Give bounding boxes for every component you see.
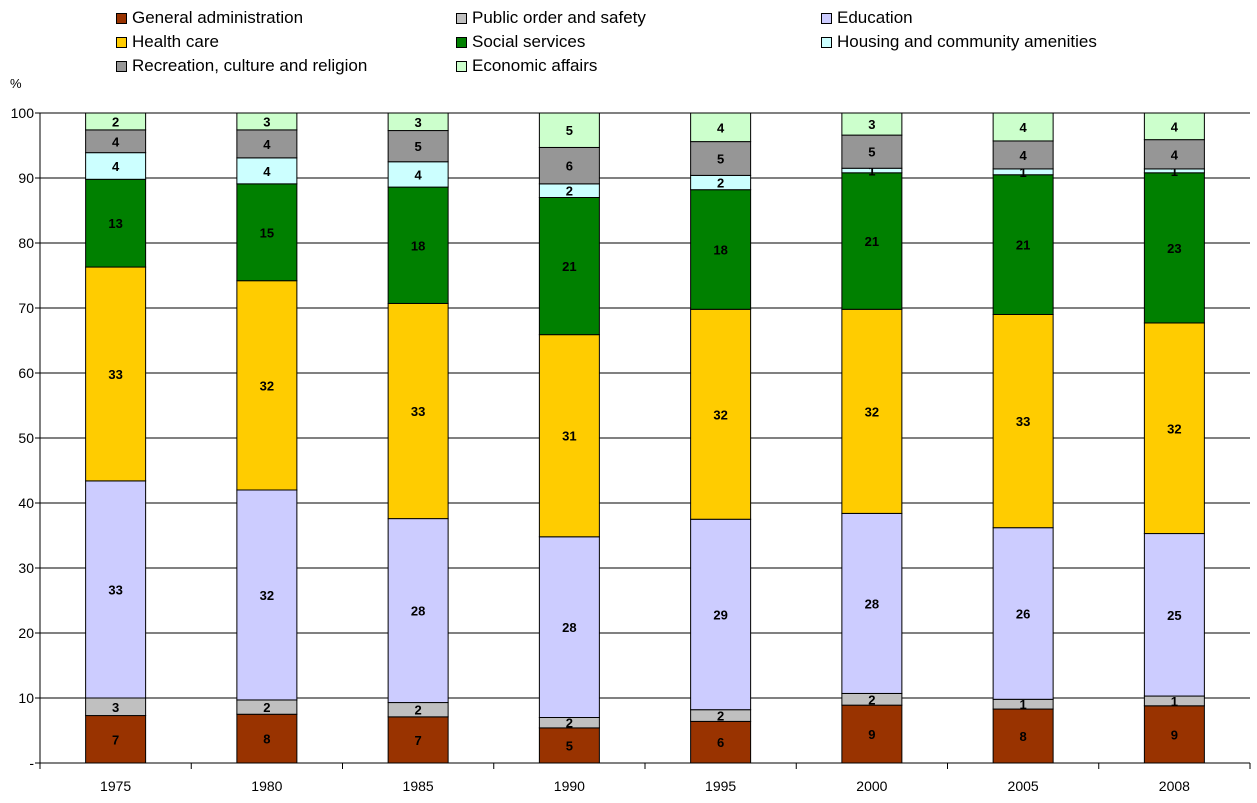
data-label: 5: [566, 738, 573, 753]
y-tick-label: 10: [18, 690, 34, 706]
data-label: 4: [1020, 148, 1028, 163]
data-label: 23: [1167, 241, 1181, 256]
data-label: 2: [566, 184, 573, 199]
data-label: 32: [1167, 421, 1181, 436]
y-tick-label: 50: [18, 430, 34, 446]
data-label: 5: [868, 145, 875, 160]
data-label: 4: [1171, 119, 1179, 134]
data-label: 21: [1016, 238, 1030, 253]
data-label: 2: [415, 703, 422, 718]
data-label: 21: [562, 259, 576, 274]
data-label: 32: [260, 588, 274, 603]
data-label: 9: [868, 727, 875, 742]
data-label: 25: [1167, 608, 1181, 623]
data-label: 6: [566, 159, 573, 174]
data-label: 32: [260, 378, 274, 393]
data-label: 32: [865, 404, 879, 419]
data-label: 2: [263, 700, 270, 715]
data-label: 5: [415, 139, 422, 154]
data-label: 32: [713, 407, 727, 422]
data-label: 2: [868, 692, 875, 707]
y-tick-label: 20: [18, 625, 34, 641]
y-tick-label: 70: [18, 300, 34, 316]
data-label: 8: [1020, 729, 1027, 744]
data-label: 8: [263, 732, 270, 747]
data-label: 26: [1016, 607, 1030, 622]
data-label: 7: [112, 732, 119, 747]
data-label: 6: [717, 735, 724, 750]
y-tick-label: 100: [11, 105, 35, 121]
data-label: 28: [562, 620, 576, 635]
y-tick-label: 80: [18, 235, 34, 251]
data-label: 15: [260, 225, 274, 240]
data-label: 18: [411, 238, 425, 253]
y-tick-label: 60: [18, 365, 34, 381]
data-label: 2: [717, 709, 724, 724]
data-label: 13: [108, 216, 122, 231]
data-label: 4: [112, 159, 120, 174]
data-label: 21: [865, 234, 879, 249]
y-tick-label: 40: [18, 495, 34, 511]
data-label: 33: [108, 582, 122, 597]
x-tick-label: 2005: [1008, 778, 1039, 794]
data-label: 28: [865, 596, 879, 611]
y-tick-label: 30: [18, 560, 34, 576]
y-tick-label: -: [29, 755, 34, 771]
data-label: 3: [868, 117, 875, 132]
data-label: 29: [713, 607, 727, 622]
x-tick-label: 1995: [705, 778, 736, 794]
data-label: 7: [415, 733, 422, 748]
data-label: 2: [112, 114, 119, 129]
data-label: 4: [1171, 147, 1179, 162]
data-label: 33: [1016, 414, 1030, 429]
data-label: 31: [562, 429, 576, 444]
x-tick-label: 2008: [1159, 778, 1190, 794]
data-label: 33: [108, 367, 122, 382]
data-label: 3: [263, 114, 270, 129]
data-label: 3: [112, 700, 119, 715]
data-label: 3: [415, 115, 422, 130]
data-label: 5: [566, 123, 573, 138]
x-tick-label: 1985: [403, 778, 434, 794]
data-label: 4: [717, 120, 725, 135]
data-label: 28: [411, 604, 425, 619]
data-label: 4: [263, 164, 271, 179]
x-tick-label: 1990: [554, 778, 585, 794]
x-tick-label: 2000: [856, 778, 887, 794]
data-label: 4: [1020, 120, 1028, 135]
data-label: 4: [415, 167, 423, 182]
data-label: 18: [713, 243, 727, 258]
data-label: 2: [717, 176, 724, 191]
data-label: 33: [411, 404, 425, 419]
data-label: 4: [112, 134, 120, 149]
x-tick-label: 1980: [251, 778, 282, 794]
y-tick-label: 90: [18, 170, 34, 186]
x-tick-label: 1975: [100, 778, 131, 794]
data-label: 9: [1171, 727, 1178, 742]
data-label: 5: [717, 152, 724, 167]
data-label: 4: [263, 137, 271, 152]
